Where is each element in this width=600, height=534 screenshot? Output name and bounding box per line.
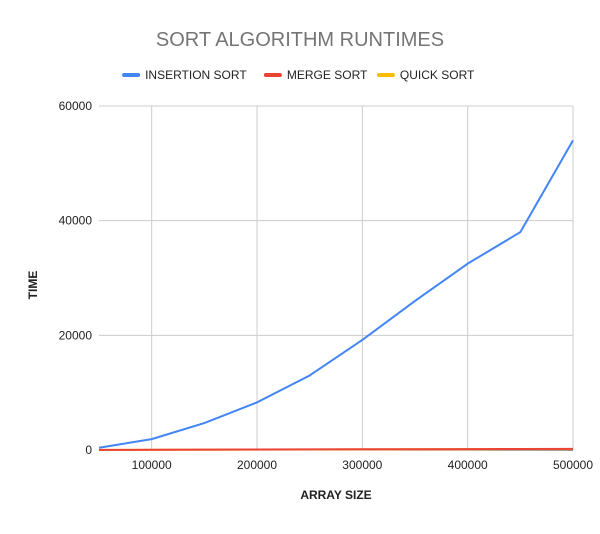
x-tick-label: 100000 [132, 458, 172, 472]
x-tick-label: 400000 [448, 458, 488, 472]
x-tick-label: 300000 [342, 458, 382, 472]
x-axis-title: ARRAY SIZE [300, 488, 371, 502]
y-tick-label: 20000 [59, 328, 93, 342]
y-tick-label: 60000 [59, 99, 93, 113]
gridlines [99, 105, 574, 451]
y-tick-label: 0 [85, 443, 92, 457]
legend-label-quick-sort: QUICK SORT [400, 68, 475, 82]
x-tick-label: 200000 [237, 458, 277, 472]
y-axis-ticks: 0 20000 40000 60000 [59, 99, 93, 457]
legend-label-merge-sort: MERGE SORT [287, 68, 368, 82]
y-tick-label: 40000 [59, 214, 93, 228]
series-line-insertion-sort [98, 139, 574, 449]
x-tick-label: 500000 [553, 458, 593, 472]
series-lines [98, 139, 574, 451]
legend-label-insertion-sort: INSERTION SORT [145, 68, 247, 82]
legend: INSERTION SORT MERGE SORT QUICK SORT [122, 68, 475, 82]
chart-title: SORT ALGORITHM RUNTIMES [156, 29, 444, 51]
x-axis-ticks: 100000 200000 300000 400000 500000 [132, 458, 594, 472]
series-line-merge-sort [98, 447, 574, 451]
y-axis-title: TIME [26, 271, 40, 300]
